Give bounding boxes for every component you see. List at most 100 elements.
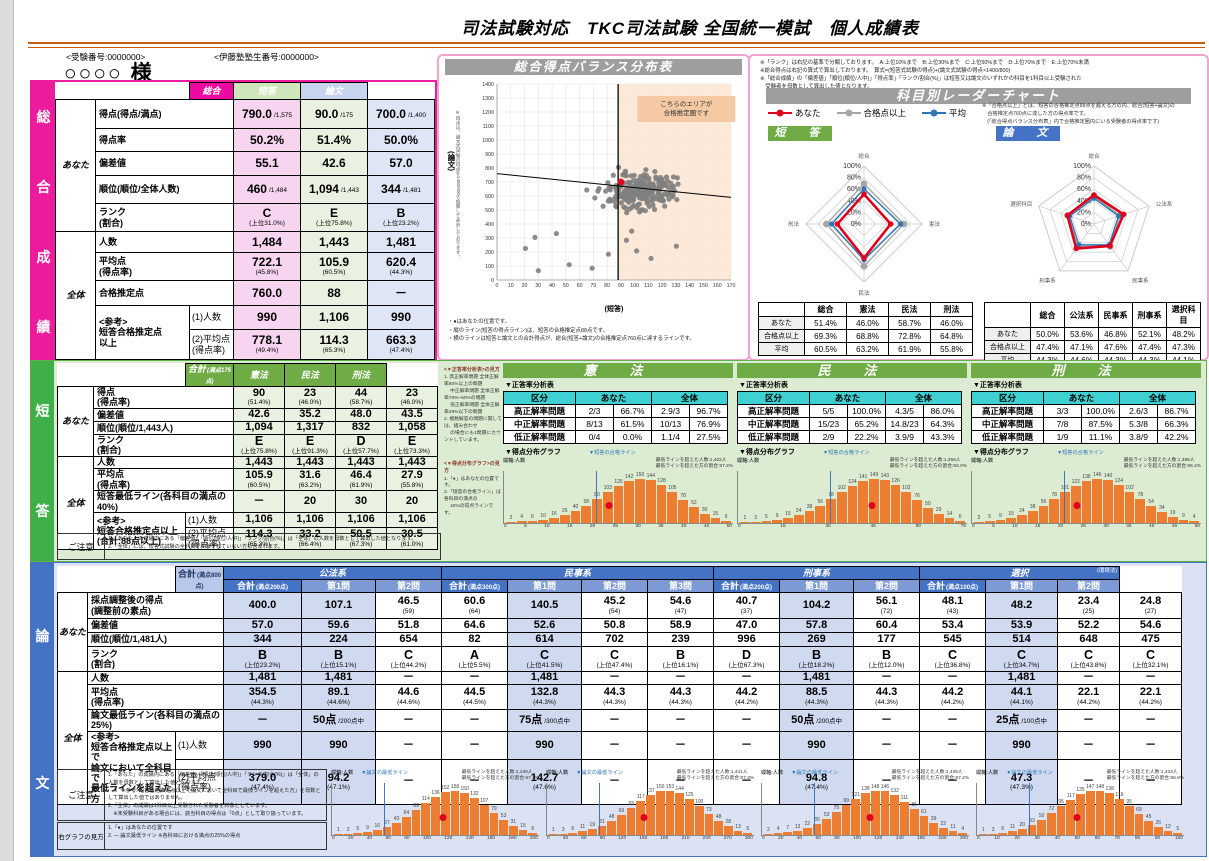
value: － <box>469 738 481 751</box>
pass-area-label-box <box>637 96 736 122</box>
histogram: 縦軸:人数 最低ラインを超えた人数:1,356人 最低ラインを超えた方の割合:94.… <box>737 458 967 529</box>
value: 66.3% <box>1157 417 1197 431</box>
row-label: 平均 <box>758 342 805 356</box>
tick-label: 10 <box>1012 523 1018 529</box>
value-main: E <box>329 206 338 221</box>
sidebar-char: 成 <box>36 249 51 265</box>
table-row: 中正解率問題 7/8 87.5% 5.3/8 66.3% <box>971 417 1197 431</box>
value: 475 <box>1141 632 1160 645</box>
bar <box>733 830 743 835</box>
cell: 1,443 <box>284 455 336 470</box>
value: 52.1% <box>1132 327 1167 341</box>
value-sub: (44.3%) <box>875 699 898 707</box>
value: 47.3% <box>1166 340 1201 354</box>
bar-value-label: 5 <box>988 514 992 520</box>
value-sub: (上位44.2%) <box>390 661 427 669</box>
tick-label: 50 <box>726 523 732 529</box>
svg-text:1200: 1200 <box>482 110 494 116</box>
subject-title: 刑 法 <box>971 363 1201 378</box>
value-main: 460 <box>246 182 267 197</box>
value: 50.0% <box>1030 327 1065 341</box>
bar-wrap: 6 <box>568 783 578 835</box>
group-header: 民事系 <box>441 566 715 580</box>
hist-plot: 1 3 5 9 15 24 38 56 78 102 124 141 149 143 126 102 76 50 2… <box>737 470 967 524</box>
tick-label: 180 <box>660 835 669 841</box>
bar-value-label: 138 <box>861 786 870 793</box>
value-sub: (27) <box>1144 607 1157 615</box>
tick-label: 60 <box>385 835 391 841</box>
value-main: 620.4 <box>385 255 417 270</box>
row-label: ランク (割合) <box>95 203 234 232</box>
value: 1,484 <box>251 234 283 249</box>
cell: C (上位47.4%) <box>581 646 649 672</box>
value: 832 <box>351 421 371 433</box>
bar-value-label: 5 <box>765 514 768 521</box>
value-main: C <box>610 647 620 662</box>
pass-line-label: ▼論文の最低ライン <box>1006 770 1053 776</box>
cell: B (上位15.1%) <box>301 646 376 672</box>
cell: 35.2 <box>284 407 336 422</box>
tick-label: 40 <box>366 835 373 841</box>
bar <box>841 805 851 835</box>
row-label: 順位(順位/1,481人) <box>87 632 224 647</box>
bar-value-label: 52 <box>691 500 697 507</box>
table-row: (2)平均点 (得点率) 778.1 (49.4%) 114.3 (65.3%) 663.… <box>56 329 435 360</box>
bar <box>1157 512 1167 523</box>
bar-value-label: 45 <box>1145 814 1152 821</box>
table-row: 低正解率問題 0/4 0.0% 1.1/4 27.5% <box>503 430 729 444</box>
cell: － <box>374 709 443 732</box>
value: － <box>741 738 753 751</box>
column-header: 憲法 <box>846 302 889 317</box>
svg-text:100%: 100% <box>1073 163 1091 170</box>
value-main: 22.1 <box>1077 686 1100 699</box>
value-sub: (47.4%) <box>805 784 828 792</box>
column-header: 区分 <box>971 391 1044 405</box>
value-main: 44.2 <box>941 686 964 699</box>
bar-wrap: 137 <box>646 783 655 835</box>
table-row: 低正解率問題 2/9 22.2% 3.9/9 43.3% <box>737 430 963 444</box>
bar <box>450 790 460 835</box>
value: 20 <box>405 494 419 507</box>
row-label: 偏差値 <box>95 151 234 176</box>
bar-wrap: 6 <box>998 783 1008 835</box>
value: 1,481 <box>324 671 353 684</box>
value-sub: (44.1%) <box>1010 699 1033 707</box>
bar-value-label: 144 <box>646 473 655 480</box>
graph-howto: 右グラフの見方 1.「●」はあなたの位置です 2. ― 論文最低ライン ※各科目に… <box>57 822 327 850</box>
bar <box>549 517 559 523</box>
value: 50点/200点中 <box>303 714 374 727</box>
bar-wrap: 3 <box>558 783 568 835</box>
svg-text:80%: 80% <box>1077 175 1091 182</box>
cell: 239 <box>647 632 715 647</box>
value-sub: (54) <box>608 607 621 615</box>
bar-value-label: 86 <box>911 801 917 808</box>
ronbun-band: 論文 合計(満点800点) 公法系 民事系 刑事系 選択 (環境法) 合計(満点200点) 第… <box>30 562 1207 857</box>
ronbun-hist-minji: 縦軸:人数 ▼論文の最低ライン 最低ラインを超えた人数:1,441人 最低ラインを超え… <box>546 769 754 841</box>
bar-wrap: 43 <box>392 783 402 835</box>
bar <box>923 507 933 523</box>
hist-bars: 2 4 7 13 22 35 53 75 99 121 138 148 146 132 111 86 61 39 2… <box>764 783 968 835</box>
bar-wrap: 147 <box>1085 783 1095 835</box>
value: 3/3 <box>1043 404 1082 418</box>
row-label: 人数 <box>93 455 234 470</box>
bar-value-label: 58 <box>583 498 590 505</box>
svg-text:800: 800 <box>485 166 494 172</box>
bar-wrap: 117 <box>636 783 646 835</box>
cell: 47.0 <box>713 618 781 633</box>
bar-wrap: 69 <box>617 783 626 835</box>
bar <box>568 832 578 835</box>
value: 55.8% <box>930 342 973 356</box>
cell: － <box>441 709 509 732</box>
bar <box>802 827 812 835</box>
bar-value-label: 34 <box>1159 505 1165 512</box>
header-main: 第2問 <box>875 580 899 591</box>
value: 990 <box>807 738 826 751</box>
value: － <box>881 671 893 684</box>
bar-wrap: 16 <box>372 783 382 835</box>
cell: C (上位31.0%) <box>233 203 301 232</box>
tick-label: 50 <box>1194 523 1200 529</box>
bar-wrap: 150 <box>655 783 665 835</box>
value: 700.0/1,400 <box>369 108 433 121</box>
cell: 344/1,481 <box>367 175 435 204</box>
group-label: あなた <box>55 99 96 232</box>
